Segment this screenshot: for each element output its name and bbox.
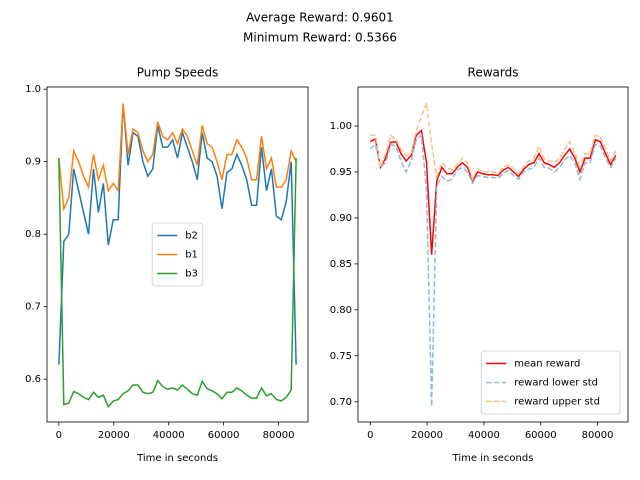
y-tick-label: 0.90 — [330, 213, 352, 224]
y-tick-label: 0.95 — [330, 167, 352, 178]
axes-frame — [357, 86, 629, 423]
legend-label: mean reward — [514, 359, 580, 370]
y-tick-label: 0.80 — [330, 305, 352, 316]
y-tick-label: 0.70 — [330, 397, 352, 408]
legend-label: b3 — [185, 269, 198, 280]
series-line — [370, 102, 617, 182]
series-line — [58, 158, 297, 409]
series-line — [369, 129, 617, 255]
legend-label: reward upper std — [514, 397, 600, 408]
y-tick-label: 0.8 — [25, 229, 41, 240]
y-tick-label: 0.7 — [25, 302, 41, 313]
x-axis-label: Time in seconds — [136, 453, 218, 464]
x-axis-label: Time in seconds — [452, 453, 534, 464]
legend-label: b1 — [185, 250, 198, 261]
y-tick-label: 1.0 — [25, 84, 41, 95]
series-line — [58, 103, 297, 365]
x-tick-label: 80000 — [263, 430, 295, 441]
series-line — [369, 133, 617, 407]
x-tick-label: 40000 — [468, 430, 500, 441]
x-tick-label: 0 — [367, 430, 373, 441]
legend: mean reward reward lower std reward upper … — [480, 350, 621, 415]
legend-box — [480, 350, 621, 415]
y-tick-label: 0.9 — [25, 157, 41, 168]
axes-title: Pump Speeds — [137, 66, 219, 80]
legend-label: b2 — [185, 231, 198, 242]
figure-title: Average Reward: 0.9601 — [246, 11, 394, 25]
x-tick-label: 60000 — [525, 430, 557, 441]
y-tick-label: 0.85 — [330, 259, 352, 270]
x-tick-label: 80000 — [582, 430, 614, 441]
x-tick-label: 20000 — [98, 430, 130, 441]
y-tick-label: 0.75 — [330, 351, 352, 362]
y-tick-label: 1.00 — [330, 121, 352, 132]
x-tick-label: 40000 — [153, 430, 185, 441]
axes-frame — [46, 86, 309, 423]
y-tick-label: 0.6 — [25, 374, 41, 385]
legend-box — [151, 222, 204, 287]
x-tick-label: 60000 — [208, 430, 240, 441]
legend: b2 b1 b3 — [151, 222, 204, 287]
x-tick-label: 0 — [56, 430, 62, 441]
legend-label: reward lower std — [514, 378, 598, 389]
figure-title: Minimum Reward: 0.5366 — [243, 31, 397, 45]
axes-title: Rewards — [468, 66, 519, 80]
x-tick-label: 20000 — [411, 430, 443, 441]
series-line — [58, 103, 297, 212]
